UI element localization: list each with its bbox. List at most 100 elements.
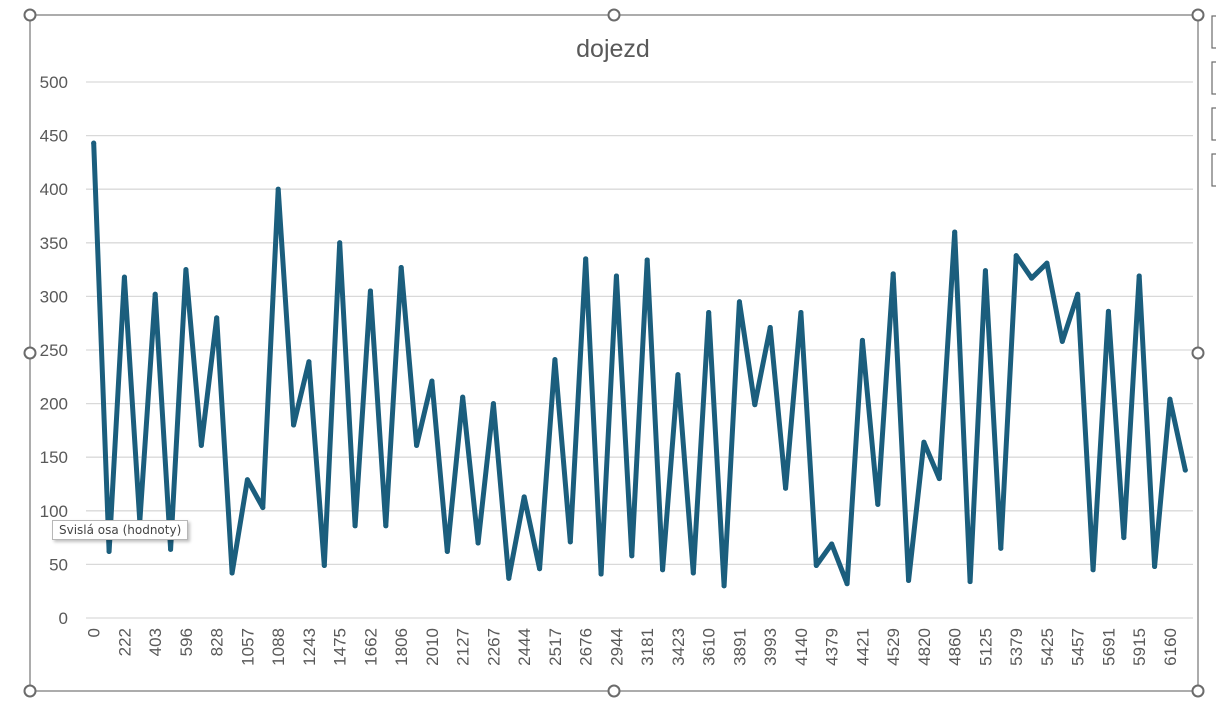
chart-styles-button[interactable] <box>1211 61 1216 95</box>
resize-handle[interactable] <box>607 684 621 698</box>
data-point[interactable] <box>798 309 804 315</box>
chart-options-button[interactable] <box>1211 153 1216 187</box>
series-line[interactable] <box>91 140 1188 589</box>
data-point[interactable] <box>198 442 204 448</box>
resize-handle[interactable] <box>1191 346 1205 360</box>
data-point[interactable] <box>275 186 281 192</box>
data-point[interactable] <box>337 240 343 246</box>
data-point[interactable] <box>429 378 435 384</box>
data-point[interactable] <box>690 570 696 576</box>
data-point[interactable] <box>890 271 896 277</box>
data-point[interactable] <box>598 571 604 577</box>
data-point[interactable] <box>1167 396 1173 402</box>
data-point[interactable] <box>583 256 589 262</box>
data-point[interactable] <box>1136 273 1142 279</box>
data-point[interactable] <box>859 337 865 343</box>
data-point[interactable] <box>906 577 912 583</box>
data-point[interactable] <box>1090 567 1096 573</box>
data-point[interactable] <box>1105 308 1111 314</box>
data-point[interactable] <box>829 541 835 547</box>
data-point[interactable] <box>767 324 773 330</box>
y-tick-label: 450 <box>40 127 68 146</box>
data-point[interactable] <box>168 546 174 552</box>
data-point[interactable] <box>490 401 496 407</box>
data-point[interactable] <box>1182 467 1188 473</box>
resize-handle[interactable] <box>607 8 621 22</box>
chart-title[interactable]: dojezd <box>576 35 650 63</box>
data-point[interactable] <box>383 523 389 529</box>
resize-handles[interactable] <box>23 8 1205 698</box>
data-point[interactable] <box>475 540 481 546</box>
data-point[interactable] <box>506 575 512 581</box>
data-point[interactable] <box>1029 275 1035 281</box>
data-point[interactable] <box>660 567 666 573</box>
data-point[interactable] <box>752 402 758 408</box>
data-point[interactable] <box>675 372 681 378</box>
data-point[interactable] <box>214 315 220 321</box>
data-point[interactable] <box>1121 535 1127 541</box>
data-point[interactable] <box>875 501 881 507</box>
data-point[interactable] <box>813 562 819 568</box>
resize-handle[interactable] <box>23 8 37 22</box>
data-point[interactable] <box>721 583 727 589</box>
data-point[interactable] <box>460 394 466 400</box>
data-point[interactable] <box>936 476 942 482</box>
data-point[interactable] <box>352 523 358 529</box>
resize-handle[interactable] <box>23 684 37 698</box>
data-point[interactable] <box>967 579 973 585</box>
data-point[interactable] <box>244 477 250 483</box>
data-point[interactable] <box>567 539 573 545</box>
data-point[interactable] <box>121 274 127 280</box>
data-point[interactable] <box>552 357 558 363</box>
data-point[interactable] <box>644 257 650 263</box>
x-tick-label: 3423 <box>669 628 688 666</box>
data-point[interactable] <box>921 439 927 445</box>
y-tick-label: 350 <box>40 234 68 253</box>
y-tick-label: 100 <box>40 502 68 521</box>
resize-handle[interactable] <box>1191 684 1205 698</box>
data-point[interactable] <box>783 485 789 491</box>
data-point[interactable] <box>152 291 158 297</box>
x-tick-label: 3891 <box>730 628 749 666</box>
resize-handle[interactable] <box>1191 8 1205 22</box>
data-point[interactable] <box>537 566 543 572</box>
data-point[interactable] <box>629 553 635 559</box>
data-point[interactable] <box>521 494 527 500</box>
chart-elements-button[interactable] <box>1211 15 1216 49</box>
data-point[interactable] <box>260 505 266 511</box>
data-point[interactable] <box>982 268 988 274</box>
x-tick-label: 1088 <box>269 628 288 666</box>
chart-filters-button[interactable] <box>1211 107 1216 141</box>
data-point[interactable] <box>952 229 958 235</box>
data-point[interactable] <box>1044 260 1050 266</box>
y-axis[interactable]: 0 50 100 150 200 250 300 350 400 450 500 <box>40 73 68 628</box>
data-point[interactable] <box>1075 291 1081 297</box>
data-point[interactable] <box>398 264 404 270</box>
data-point[interactable] <box>414 442 420 448</box>
data-point[interactable] <box>998 545 1004 551</box>
x-tick-label: 4820 <box>915 628 934 666</box>
data-point[interactable] <box>736 299 742 305</box>
data-point[interactable] <box>706 309 712 315</box>
data-point[interactable] <box>306 359 312 365</box>
x-axis[interactable]: 0 222 403 596 828 1057 1088 1243 1475 1662 1806 201… <box>85 628 1180 666</box>
y-tick-label: 400 <box>40 180 68 199</box>
data-point[interactable] <box>106 549 112 555</box>
data-point[interactable] <box>613 273 619 279</box>
data-point[interactable] <box>321 562 327 568</box>
data-point[interactable] <box>91 140 97 146</box>
chart-side-buttons[interactable] <box>1211 15 1216 187</box>
resize-handle[interactable] <box>23 346 37 360</box>
data-point[interactable] <box>1152 564 1158 570</box>
data-point[interactable] <box>1059 338 1065 344</box>
data-point[interactable] <box>1013 253 1019 259</box>
data-point[interactable] <box>183 267 189 273</box>
series-layer[interactable] <box>91 140 1188 589</box>
data-point[interactable] <box>444 549 450 555</box>
x-tick-label: 4421 <box>853 628 872 666</box>
data-point[interactable] <box>291 422 297 428</box>
data-point[interactable] <box>367 288 373 294</box>
data-point[interactable] <box>229 570 235 576</box>
data-point[interactable] <box>844 581 850 587</box>
